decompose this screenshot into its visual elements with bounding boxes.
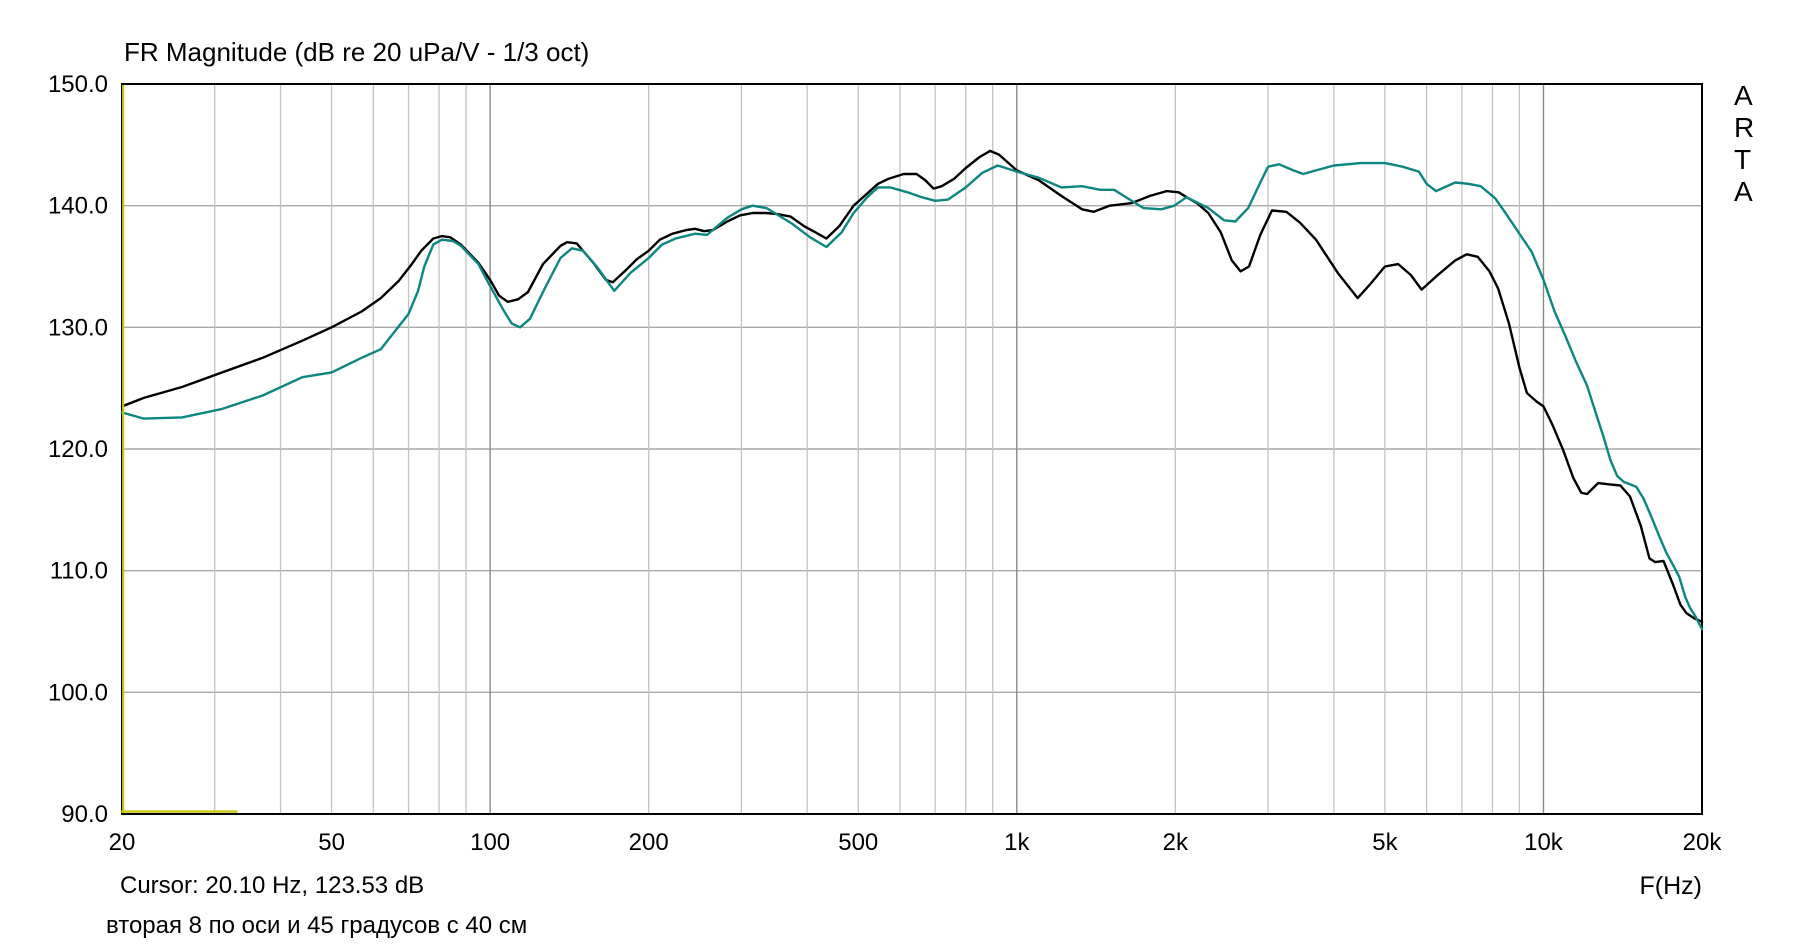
y-tick-label: 130.0 (48, 314, 108, 341)
curve-teal (120, 161, 1704, 631)
curve-black (120, 149, 1704, 623)
x-tick-label: 5k (1372, 829, 1398, 856)
y-tick-label: 150.0 (48, 71, 108, 98)
y-tick-label: 120.0 (48, 436, 108, 463)
y-tick-label: 90.0 (61, 801, 108, 828)
x-tick-label: 20k (1683, 829, 1723, 856)
cursor-readout: Cursor: 20.10 Hz, 123.53 dB (120, 872, 425, 899)
plot-border (121, 83, 1703, 815)
y-tick-label: 140.0 (48, 193, 108, 220)
y-tick-label: 110.0 (50, 558, 108, 585)
x-axis-label: F(Hz) (1639, 872, 1702, 900)
chart-title: FR Magnitude (dB re 20 uPa/V - 1/3 oct) (124, 37, 590, 67)
x-tick-label: 20 (109, 829, 136, 856)
x-tick-label: 10k (1524, 829, 1564, 856)
x-tick-label: 50 (318, 829, 345, 856)
x-tick-label: 1k (1004, 829, 1030, 856)
x-tick-label: 200 (629, 829, 669, 856)
x-tick-label: 500 (838, 829, 878, 856)
x-tick-label: 100 (470, 829, 510, 856)
y-tick-label: 100.0 (48, 679, 108, 706)
measurement-note: вторая 8 по оси и 45 градусов с 40 см (106, 912, 528, 939)
x-tick-label: 2k (1163, 829, 1189, 856)
arta-watermark: A R T A (1734, 80, 1755, 207)
